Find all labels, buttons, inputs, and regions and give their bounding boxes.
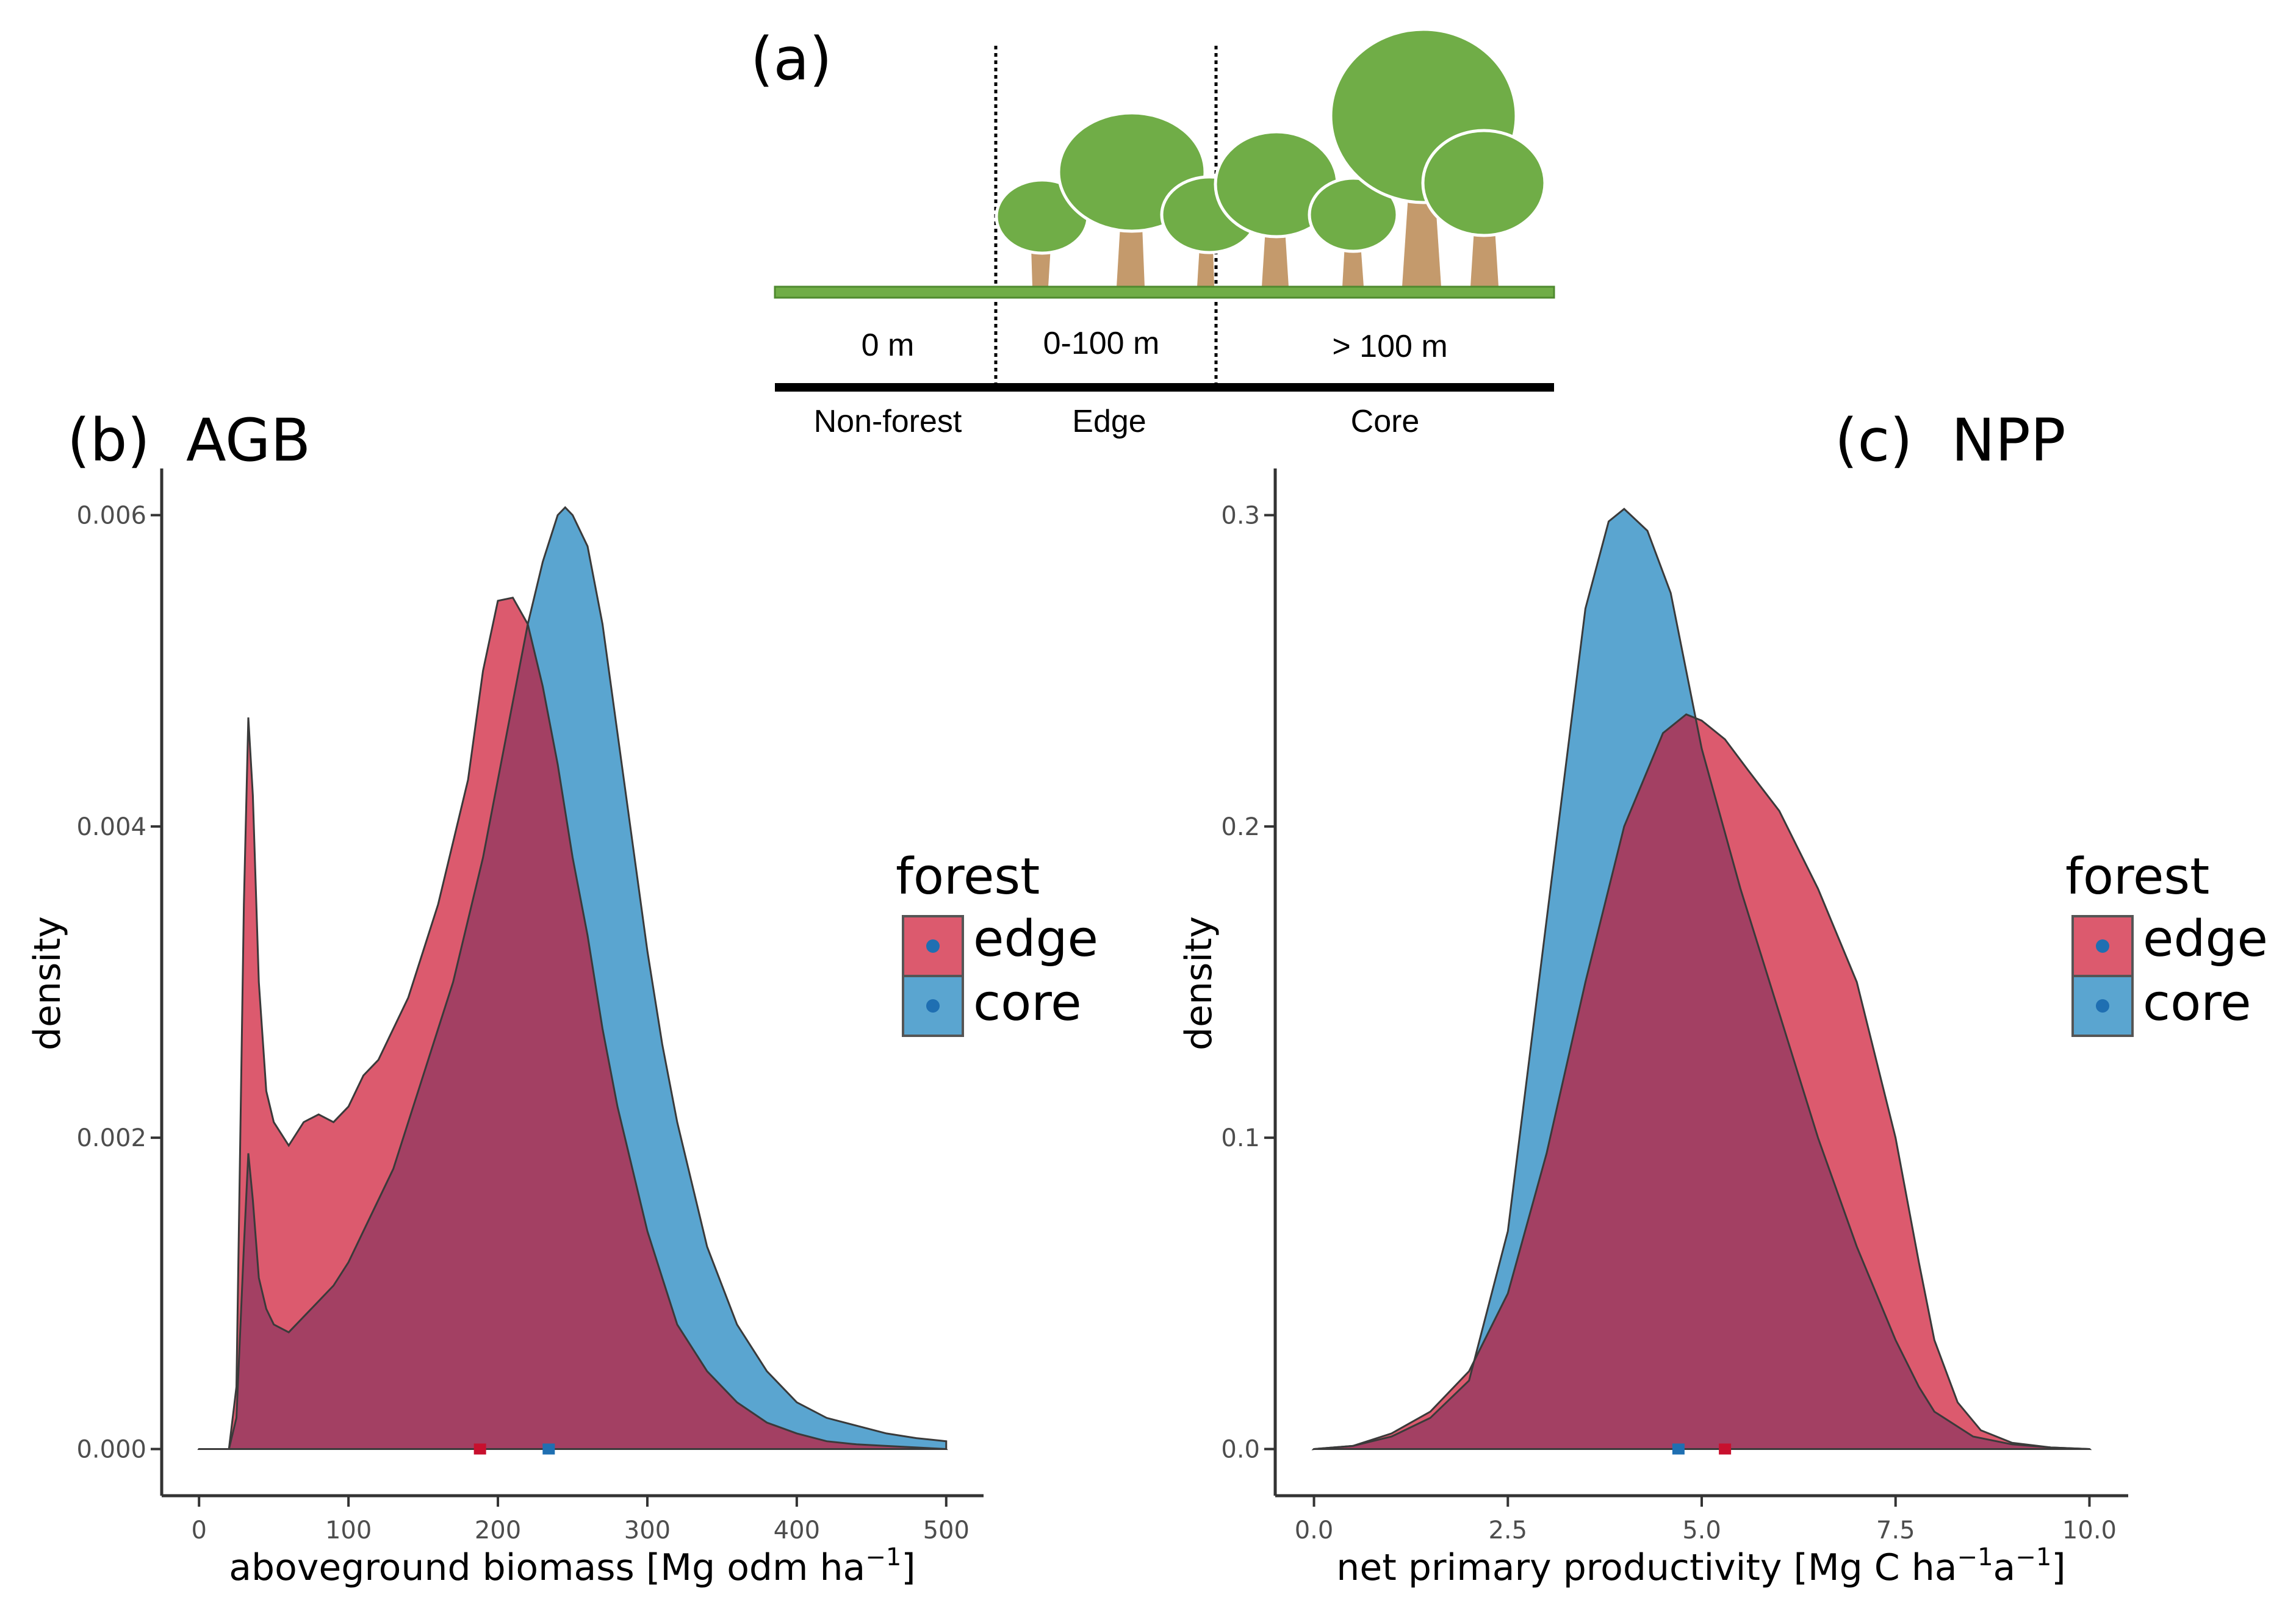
npp-y-tick-label: 0.0 bbox=[1221, 1435, 1260, 1463]
agb-x-tick-label: 0 bbox=[192, 1516, 207, 1545]
npp-legend-edge-dot bbox=[2096, 939, 2109, 953]
agb-x-tick-label: 300 bbox=[624, 1516, 671, 1545]
agb-legend-edge-label: edge bbox=[973, 910, 1098, 968]
tree-icon bbox=[1214, 130, 1339, 287]
agb-core-density-outline bbox=[197, 506, 948, 1450]
npp-y-tick-label: 0.2 bbox=[1221, 813, 1260, 841]
class-label-core: Core bbox=[1351, 404, 1420, 439]
tree-icon bbox=[1421, 129, 1547, 287]
agb-y-tick-label: 0.000 bbox=[76, 1435, 146, 1463]
zone-label-0m: 0 m bbox=[862, 328, 915, 363]
npp-x-tick-label: 0.0 bbox=[1295, 1516, 1334, 1545]
agb-legend: forest edge core bbox=[896, 848, 1098, 1037]
agb-legend-core-dot bbox=[926, 999, 940, 1013]
ground-strip bbox=[774, 285, 1555, 299]
agb-overlap-density-area bbox=[199, 597, 946, 1449]
agb-legend-title: forest bbox=[896, 848, 1040, 906]
npp-legend-core-dot bbox=[2096, 999, 2109, 1013]
npp-overlap-density-area bbox=[1314, 714, 2090, 1449]
tree-icons bbox=[995, 27, 1547, 287]
agb-legend-core-label: core bbox=[973, 974, 1082, 1032]
npp-x-tick-label: 2.5 bbox=[1488, 1516, 1527, 1545]
npp-density-chart: (c) NPP 0.0 2.5 5.0 7.5 10.0 0.0 0.1 0.2 0.3 den… bbox=[1178, 406, 2268, 1589]
agb-y-tick-label: 0.002 bbox=[76, 1124, 146, 1152]
npp-y-tick-label: 0.3 bbox=[1221, 502, 1260, 530]
agb-x-tick-label: 100 bbox=[325, 1516, 372, 1545]
npp-x-tick-label: 7.5 bbox=[1876, 1516, 1915, 1545]
npp-core-mean-marker bbox=[1672, 1443, 1685, 1455]
panel-b-title: AGB bbox=[186, 406, 311, 475]
panel-c-label: (c) bbox=[1835, 406, 1913, 475]
zone-label-core-distance: > 100 m bbox=[1332, 329, 1447, 364]
agb-plot-area: 0 100 200 300 400 500 0.000 0.002 0.004 0.006 bbox=[76, 502, 969, 1545]
agb-edge-density-outline bbox=[197, 597, 948, 1451]
agb-y-tick-label: 0.006 bbox=[76, 502, 146, 530]
npp-plot-area: 0.0 2.5 5.0 7.5 10.0 0.0 0.1 0.2 0.3 bbox=[1221, 502, 2117, 1545]
agb-x-axis-title: aboveground biomass [Mg odm ha−1] bbox=[229, 1543, 915, 1589]
zone-label-edge-distance: 0-100 m bbox=[1043, 326, 1160, 361]
class-label-nonforest: Non-forest bbox=[814, 404, 962, 439]
tree-icon bbox=[1308, 176, 1399, 287]
npp-x-axis-title: net primary productivity [Mg C ha−1a−1] bbox=[1336, 1543, 2065, 1589]
agb-edge-mean-marker bbox=[473, 1443, 486, 1455]
panel-c-title: NPP bbox=[1951, 406, 2066, 475]
agb-x-tick-label: 400 bbox=[774, 1516, 820, 1545]
panel-a-label: (a) bbox=[750, 25, 832, 93]
npp-edge-density-outline bbox=[1311, 713, 2092, 1451]
zone-baseline bbox=[775, 383, 1554, 392]
agb-core-mean-marker bbox=[542, 1443, 555, 1455]
npp-x-tick-label: 5.0 bbox=[1682, 1516, 1721, 1545]
agb-x-tick-label: 200 bbox=[475, 1516, 521, 1545]
npp-y-axis-title: density bbox=[1178, 916, 1220, 1050]
forest-zone-diagram: (a) bbox=[750, 25, 1555, 439]
npp-legend-edge-label: edge bbox=[2143, 910, 2268, 968]
npp-legend: forest edge core bbox=[2065, 848, 2268, 1037]
npp-core-density-outline bbox=[1311, 508, 2092, 1451]
agb-x-tick-label: 500 bbox=[923, 1516, 970, 1545]
agb-legend-edge-dot bbox=[926, 939, 940, 953]
npp-legend-core-label: core bbox=[2143, 974, 2251, 1032]
npp-legend-title: forest bbox=[2065, 848, 2209, 906]
agb-y-tick-label: 0.004 bbox=[76, 813, 146, 841]
npp-edge-mean-marker bbox=[1719, 1443, 1732, 1455]
agb-y-axis-title: density bbox=[26, 916, 69, 1050]
npp-y-tick-label: 0.1 bbox=[1221, 1124, 1260, 1152]
agb-density-chart: (b) AGB 0 100 200 300 400 5000.0000.0020.0040… bbox=[26, 406, 1098, 1589]
panel-b-label: (b) bbox=[67, 406, 150, 475]
npp-x-tick-label: 10.0 bbox=[2062, 1516, 2117, 1545]
class-label-edge: Edge bbox=[1072, 404, 1146, 439]
